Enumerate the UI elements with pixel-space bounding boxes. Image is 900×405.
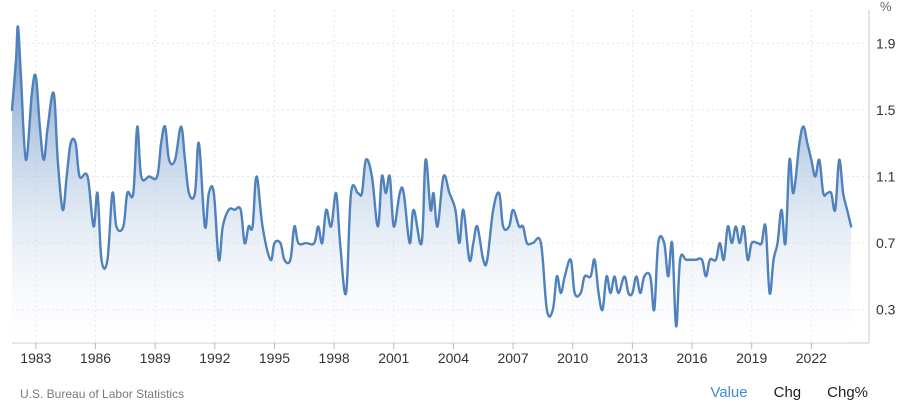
y-tick-label: 0.3 (876, 302, 896, 318)
y-tick-label: 1.9 (876, 35, 896, 51)
unit-label: % (880, 0, 892, 14)
series-line (10, 25, 853, 328)
x-tick-label: 2010 (557, 350, 588, 366)
tab-value[interactable]: Value (710, 384, 748, 401)
tab-chg-percent[interactable]: Chg% (827, 384, 868, 401)
x-tick-label: 1989 (140, 350, 171, 366)
x-tick-label: 1998 (319, 350, 350, 366)
x-tick-label: 2022 (796, 350, 827, 366)
y-tick-label: 0.7 (876, 235, 896, 251)
y-tick-label: 1.1 (876, 169, 896, 185)
source-label: U.S. Bureau of Labor Statistics (20, 387, 185, 401)
x-axis: 1983 1986 1989 1992 1995 1998 2001 2004 2007 2010… (20, 343, 827, 366)
x-tick-label: 2016 (676, 350, 707, 366)
y-tick-label: 1.5 (876, 102, 896, 118)
view-tabs: Value Chg Chg% (710, 384, 868, 401)
x-tick-label: 2013 (617, 350, 648, 366)
x-tick-label: 1992 (199, 350, 230, 366)
x-tick-label: 2019 (736, 350, 767, 366)
tab-chg[interactable]: Chg (773, 384, 802, 401)
x-tick-label: 1986 (80, 350, 111, 366)
chart: 0.3 0.7 1.1 1.5 1.9 1983 1986 1989 1992 1995 1998… (10, 0, 896, 366)
series-area (12, 26, 852, 344)
y-axis: 0.3 0.7 1.1 1.5 1.9 (876, 35, 896, 317)
x-tick-label: 2007 (497, 350, 528, 366)
x-tick-label: 2001 (378, 350, 409, 366)
x-tick-label: 1995 (259, 350, 290, 366)
x-tick-label: 2004 (438, 350, 469, 366)
chart-footer: U.S. Bureau of Labor Statistics Value Ch… (0, 380, 900, 405)
x-tick-label: 1983 (20, 350, 51, 366)
